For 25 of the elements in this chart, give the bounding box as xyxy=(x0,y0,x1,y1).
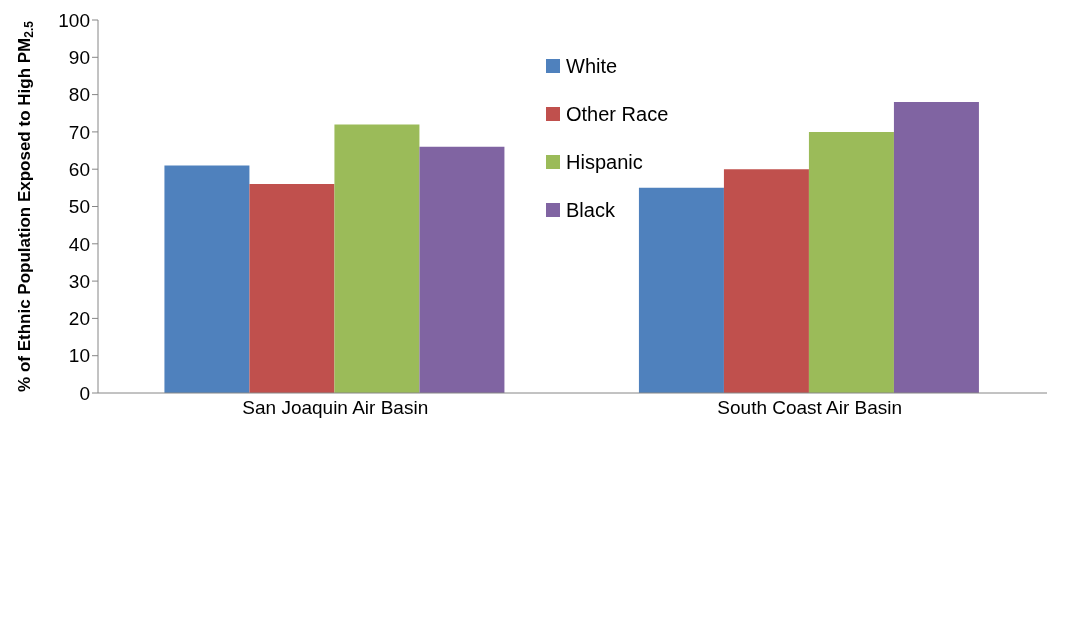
y-tick-label: 100 xyxy=(58,9,90,31)
y-tick-label: 0 xyxy=(79,382,90,404)
y-tick-label: 30 xyxy=(68,270,90,292)
legend-label: Black xyxy=(566,198,615,222)
y-tick-label: 50 xyxy=(68,196,90,218)
x-tick-label: San Joaquin Air Basin xyxy=(242,397,429,419)
y-tick-label: 90 xyxy=(68,47,90,69)
bar xyxy=(249,184,335,393)
bar xyxy=(334,124,420,393)
y-tick-label: 40 xyxy=(68,233,90,255)
y-tick-label: 60 xyxy=(68,158,90,180)
bar xyxy=(723,169,809,393)
bar xyxy=(808,131,894,393)
y-tick-label: 80 xyxy=(68,84,90,106)
bar xyxy=(893,102,979,393)
y-tick-label: 10 xyxy=(68,345,90,367)
legend-label: White xyxy=(566,54,618,78)
bar xyxy=(419,146,505,393)
legend-label: Hispanic xyxy=(566,150,643,174)
bar xyxy=(164,165,250,393)
legend-label: Other Race xyxy=(566,102,669,126)
x-tick-label: South Coast Air Basin xyxy=(717,397,903,419)
y-tick-label: 20 xyxy=(68,308,90,330)
bar xyxy=(638,187,724,393)
y-tick-label: 70 xyxy=(68,121,90,143)
